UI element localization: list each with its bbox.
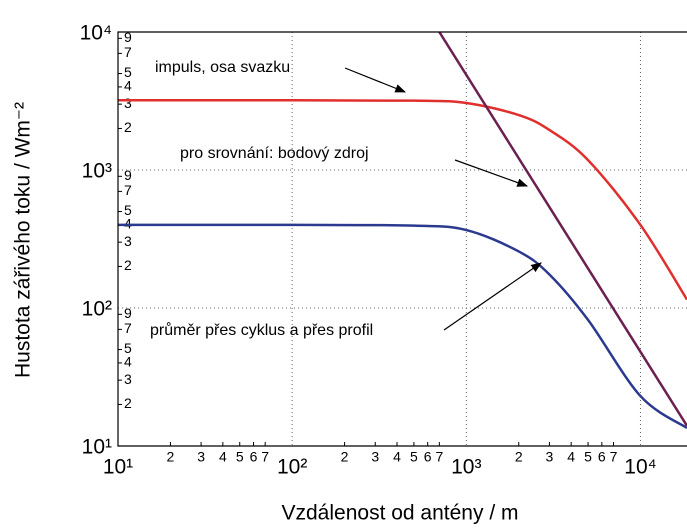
x-minor-tick-label: 7 (435, 449, 443, 465)
y-minor-tick-label: 4 (124, 78, 132, 94)
y-axis-label: Hustota zářivého toku / Wm⁻² (12, 102, 35, 378)
y-minor-tick-label: 7 (124, 44, 132, 60)
x-minor-tick-label: 4 (219, 449, 227, 465)
annotation-arrow (454, 159, 529, 187)
y-minor-tick-label: 9 (124, 29, 132, 45)
y-minor-tick-label: 9 (124, 167, 132, 183)
y-minor-tick-label: 7 (124, 320, 132, 336)
annotation: pro srovnání: bodový zdroj (180, 145, 369, 162)
annotation: impuls, osa svazku (155, 59, 290, 76)
y-minor-tick-label: 2 (124, 119, 132, 135)
x-minor-tick-label: 6 (598, 449, 606, 465)
y-minor-tick-label: 3 (124, 371, 132, 387)
x-minor-tick-label: 6 (424, 449, 432, 465)
x-minor-tick-label: 2 (167, 449, 175, 465)
x-minor-tick-label: 3 (197, 449, 205, 465)
y-tick-label: 10² (82, 298, 112, 321)
x-minor-tick-label: 4 (393, 449, 401, 465)
y-minor-tick-label: 4 (124, 354, 132, 370)
data-line (118, 99, 687, 301)
annotation-arrow (344, 67, 407, 93)
y-minor-tick-label: 9 (124, 305, 132, 321)
y-minor-tick-label: 2 (124, 395, 132, 411)
x-minor-tick-label: 7 (261, 449, 269, 465)
y-minor-tick-label: 5 (124, 340, 132, 356)
x-minor-tick-label: 2 (515, 449, 523, 465)
x-minor-tick-label: 7 (610, 449, 618, 465)
y-tick-label: 10¹ (82, 436, 112, 459)
y-tick-label: 10³ (82, 160, 112, 183)
y-tick-label: 10⁴ (80, 22, 112, 45)
x-tick-label: 10³ (451, 456, 481, 479)
x-tick-label: 10⁴ (624, 456, 656, 479)
x-axis-label: Vzdálenost od antény / m (282, 502, 519, 525)
y-minor-tick-label: 7 (124, 182, 132, 198)
y-minor-tick-label: 4 (124, 216, 132, 232)
y-minor-tick-label: 2 (124, 257, 132, 273)
x-minor-tick-label: 4 (567, 449, 575, 465)
x-minor-tick-label: 5 (584, 449, 592, 465)
y-minor-tick-label: 5 (124, 202, 132, 218)
x-minor-tick-label: 3 (546, 449, 554, 465)
annotation-arrow (443, 262, 542, 331)
x-tick-label: 10¹ (103, 456, 133, 479)
x-minor-tick-label: 5 (410, 449, 418, 465)
x-minor-tick-label: 2 (341, 449, 349, 465)
y-minor-tick-label: 5 (124, 64, 132, 80)
y-minor-tick-label: 3 (124, 95, 132, 111)
x-minor-tick-label: 3 (371, 449, 379, 465)
axes-frame (117, 31, 687, 447)
x-minor-tick-label: 6 (250, 449, 258, 465)
annotation: průměr přes cyklus a přes profil (150, 321, 373, 339)
data-line (438, 32, 687, 427)
y-minor-tick-label: 3 (124, 233, 132, 249)
x-tick-label: 10² (277, 456, 307, 479)
data-line (118, 223, 687, 430)
x-minor-tick-label: 5 (236, 449, 244, 465)
